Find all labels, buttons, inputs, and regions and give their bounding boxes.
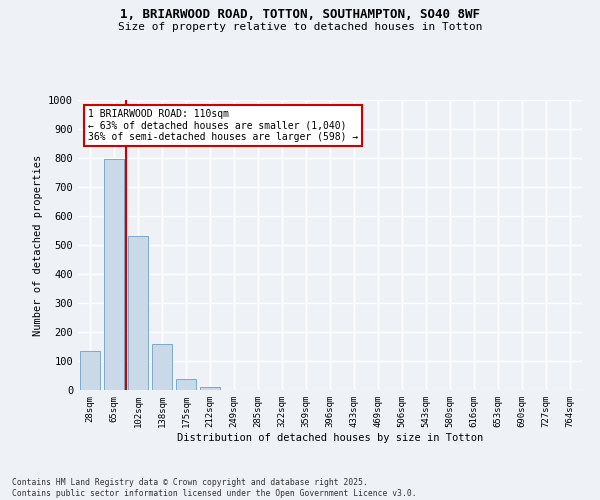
Bar — [104, 160, 124, 390]
Text: Contains HM Land Registry data © Crown copyright and database right 2025.
Contai: Contains HM Land Registry data © Crown c… — [12, 478, 416, 498]
Bar — [128, 236, 148, 390]
X-axis label: Distribution of detached houses by size in Totton: Distribution of detached houses by size … — [177, 432, 483, 442]
Bar — [152, 344, 172, 390]
Bar — [80, 351, 100, 390]
Text: 1 BRIARWOOD ROAD: 110sqm
← 63% of detached houses are smaller (1,040)
36% of sem: 1 BRIARWOOD ROAD: 110sqm ← 63% of detach… — [88, 108, 358, 142]
Y-axis label: Number of detached properties: Number of detached properties — [32, 154, 43, 336]
Bar — [200, 387, 220, 390]
Bar — [176, 380, 196, 390]
Text: Size of property relative to detached houses in Totton: Size of property relative to detached ho… — [118, 22, 482, 32]
Text: 1, BRIARWOOD ROAD, TOTTON, SOUTHAMPTON, SO40 8WF: 1, BRIARWOOD ROAD, TOTTON, SOUTHAMPTON, … — [120, 8, 480, 20]
